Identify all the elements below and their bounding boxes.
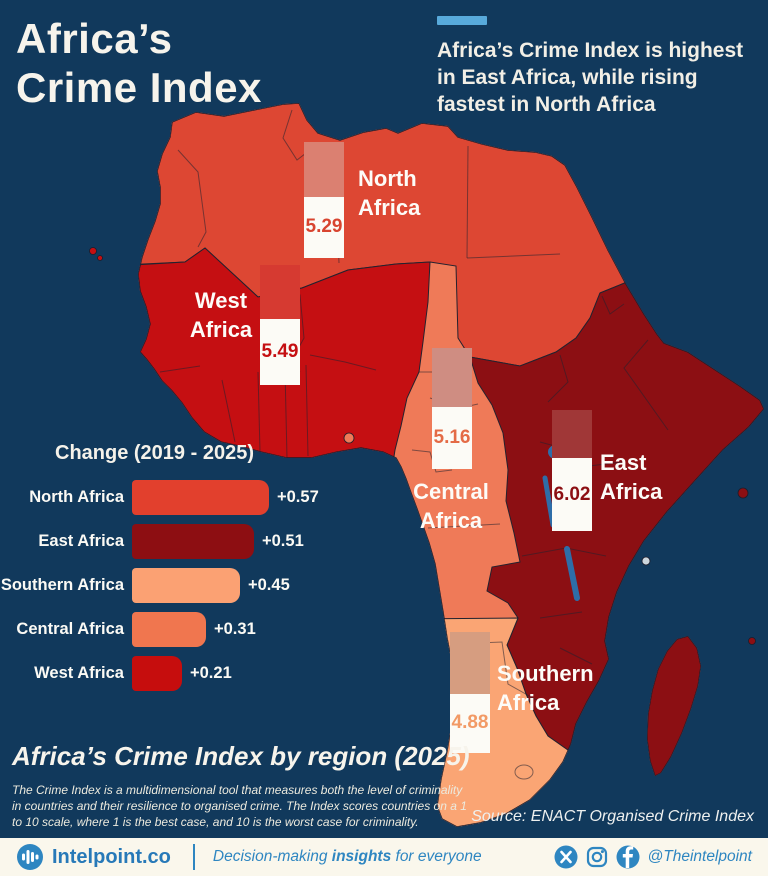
facebook-icon[interactable] — [616, 845, 640, 869]
source-attribution: Source: ENACT Organised Crime Index — [471, 808, 754, 825]
west-africa-gauge: 5.49 — [260, 265, 300, 385]
gauge-remainder — [304, 142, 344, 197]
social-handle[interactable]: @Theintelpoint — [647, 848, 753, 865]
southern-africa-label: Southern Africa — [497, 661, 594, 715]
key-insight-callout: Africa’s Crime Index is highest in East … — [437, 16, 757, 118]
gauge-fill: 5.16 — [432, 406, 472, 469]
gauge-fill: 5.49 — [260, 319, 300, 385]
social-icons — [554, 845, 640, 869]
accent-bar — [437, 16, 487, 25]
comoros-dot — [641, 556, 651, 566]
bar — [132, 480, 269, 515]
bar — [132, 612, 206, 647]
chart-title: Change (2019 - 2025) — [55, 442, 254, 464]
bar-row-southern-africa: Southern Africa +0.45 — [0, 568, 330, 603]
brand-name[interactable]: Intelpoint.co — [52, 845, 171, 868]
index-description: The Crime Index is a multidimensional to… — [12, 783, 467, 829]
intelpoint-logo-icon — [17, 844, 43, 870]
footer-tagline: Decision-making insights for everyone — [212, 848, 482, 865]
gauge-fill: 5.29 — [304, 196, 344, 258]
reunion-dot — [748, 637, 756, 645]
island-dots — [89, 247, 756, 645]
bar-row-west-africa: West Africa +0.21 — [0, 656, 330, 691]
gauge-remainder — [450, 632, 490, 694]
bar — [132, 524, 254, 559]
gauge-remainder — [260, 265, 300, 320]
central-africa-score: 5.16 — [433, 426, 471, 448]
north-africa-gauge: 5.29 — [304, 142, 344, 258]
north-africa-label: North Africa — [358, 166, 421, 220]
madagascar-outline — [646, 635, 702, 777]
change-bar-chart: Change (2019 - 2025) North Africa +0.57 … — [0, 442, 330, 700]
gauge-remainder — [432, 348, 472, 407]
section-heading: Africa’s Crime Index by region (2025) — [12, 741, 470, 771]
central-africa-label: Central Africa — [413, 479, 489, 533]
page-title: Africa’s Crime Index — [16, 14, 262, 112]
bar-row-east-africa: East Africa +0.51 — [0, 524, 330, 559]
gauge-fill: 4.88 — [450, 693, 490, 753]
bar — [132, 656, 182, 691]
bar — [132, 568, 240, 603]
southern-africa-gauge: 4.88 — [450, 632, 490, 753]
north-africa-score: 5.29 — [305, 216, 343, 238]
east-africa-gauge: 6.02 — [552, 410, 592, 531]
continent-outline — [138, 103, 764, 827]
gauge-remainder — [552, 410, 592, 459]
central-africa-gauge: 5.16 — [432, 348, 472, 469]
canary-islands-dot — [89, 247, 97, 255]
footer-bar: Intelpoint.co Decision-making insights f… — [0, 838, 768, 876]
bar-row-central-africa: Central Africa +0.31 — [0, 612, 330, 647]
x-icon[interactable] — [554, 845, 578, 869]
west-africa-score: 5.49 — [261, 341, 299, 363]
sao-tome-dot — [343, 432, 355, 444]
southern-africa-score: 4.88 — [451, 712, 489, 734]
page-title-line2: Crime Index — [16, 64, 262, 111]
west-africa-label: West Africa — [189, 288, 253, 342]
east-africa-label: East Africa — [600, 450, 663, 504]
east-africa-score: 6.02 — [553, 483, 591, 505]
instagram-icon[interactable] — [585, 845, 609, 869]
canary-islands-dot-2 — [97, 255, 103, 261]
footer-divider — [192, 844, 195, 870]
mauritius-dot — [737, 487, 749, 499]
gauge-fill: 6.02 — [552, 458, 592, 531]
key-insight-text: Africa’s Crime Index is highest in East … — [437, 39, 744, 116]
bar-row-north-africa: North Africa +0.57 — [0, 480, 330, 515]
page-title-line1: Africa’s — [16, 15, 173, 62]
